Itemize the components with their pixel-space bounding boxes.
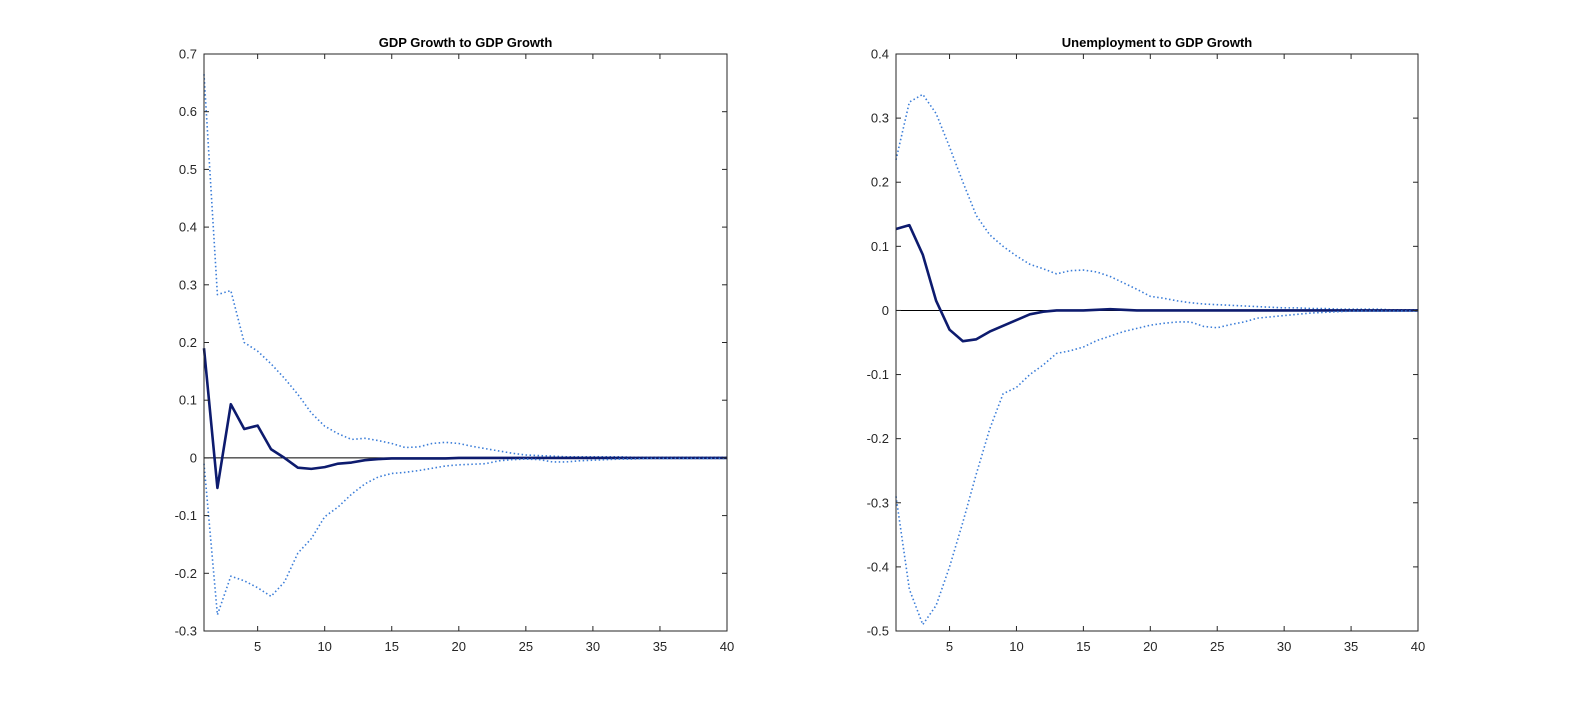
y-tick-label: 0 [882, 303, 889, 318]
chart-title: GDP Growth to GDP Growth [379, 35, 553, 50]
x-tick-label: 5 [946, 639, 953, 654]
x-tick-label: 35 [653, 639, 667, 654]
series-response-line [202, 348, 727, 490]
x-tick-label: 30 [1277, 639, 1291, 654]
x-tick-label: 40 [720, 639, 734, 654]
chart-title: Unemployment to GDP Growth [1062, 35, 1252, 50]
x-tick-label: 30 [586, 639, 600, 654]
y-tick-label: -0.3 [175, 624, 197, 639]
x-tick-label: 10 [1009, 639, 1023, 654]
x-tick-label: 40 [1411, 639, 1425, 654]
y-tick-label: -0.4 [867, 559, 889, 574]
x-tick-label: 35 [1344, 639, 1358, 654]
y-tick-label: 0.1 [179, 393, 197, 408]
y-tick-label: 0.7 [179, 47, 197, 62]
y-tick-label: 0 [190, 450, 197, 465]
series-response-line [895, 223, 1418, 343]
x-tick-label: 25 [1210, 639, 1224, 654]
x-tick-label: 20 [452, 639, 466, 654]
y-tick-label: -0.3 [867, 495, 889, 510]
series-upper-band-line [203, 74, 727, 459]
y-tick-label: 0.1 [871, 239, 889, 254]
x-tick-label: 10 [317, 639, 331, 654]
x-tick-label: 20 [1143, 639, 1157, 654]
y-tick-label: -0.5 [867, 624, 889, 639]
y-tick-label: -0.2 [867, 431, 889, 446]
y-tick-label: 0.2 [871, 175, 889, 190]
chart-panel-unemployment-to-gdp: 5 10 15 20 25 30 35 40 -0.5 -0.4 -0.3 -0.2 -0.1 0 0.1 0… [867, 35, 1426, 654]
series-lower-band-line [203, 457, 727, 616]
chart-panel-gdp-to-gdp: 5 10 15 20 25 30 35 40 -0.3 -0.2 -0.1 0 0.1 0.2 0.3 0.4… [175, 35, 735, 654]
y-tick-label: 0.6 [179, 104, 197, 119]
y-tick-label: 0.4 [871, 47, 889, 62]
y-tick-label: -0.1 [175, 508, 197, 523]
x-tick-label: 25 [519, 639, 533, 654]
y-tick-label: 0.3 [179, 277, 197, 292]
x-tick-label: 15 [1076, 639, 1090, 654]
y-tick-label: 0.4 [179, 220, 197, 235]
y-tick-label: 0.5 [179, 162, 197, 177]
x-tick-label: 15 [385, 639, 399, 654]
axes-box [895, 53, 1419, 632]
y-tick-label: -0.2 [175, 566, 197, 581]
x-tick-label: 5 [254, 639, 261, 654]
y-tick-label: -0.1 [867, 367, 889, 382]
y-tick-label: 0.3 [871, 111, 889, 126]
y-tick-label: 0.2 [179, 335, 197, 350]
